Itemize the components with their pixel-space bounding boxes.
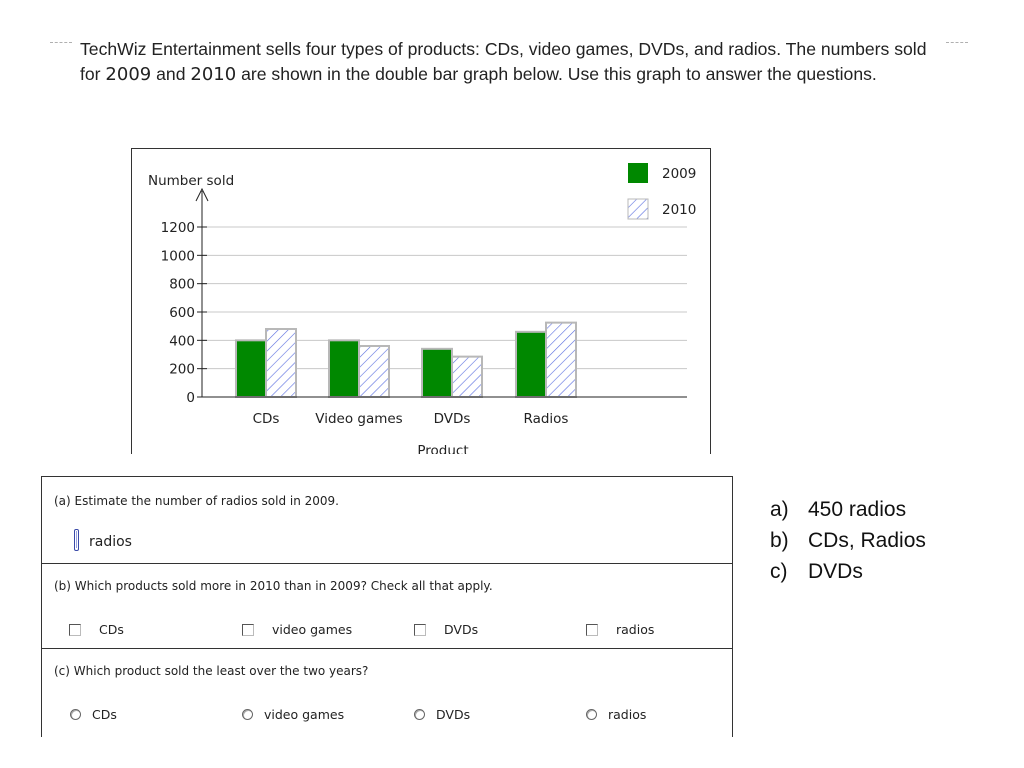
left-dash bbox=[50, 42, 72, 43]
checkbox-icon[interactable] bbox=[69, 623, 81, 636]
radio-icon[interactable] bbox=[586, 709, 597, 720]
bar-2009-radios bbox=[515, 330, 547, 398]
question-divider bbox=[42, 563, 732, 564]
option-label: DVDs bbox=[444, 622, 479, 637]
intro-text-2: are shown in the double bar graph below.… bbox=[236, 64, 877, 84]
question-panel: (a) Estimate the number of radios sold i… bbox=[41, 476, 733, 737]
y-tick-label: 200 bbox=[169, 362, 195, 378]
checkbox-icon[interactable] bbox=[586, 623, 598, 636]
x-tick-label: Radios bbox=[524, 411, 569, 427]
intro-and: and bbox=[151, 64, 191, 84]
intro-text-1: TechWiz Entertainment sells four types o… bbox=[80, 39, 927, 84]
radio-option-dvds[interactable]: DVDs bbox=[414, 707, 470, 722]
question-a-answer-input[interactable] bbox=[74, 529, 79, 551]
answer-key-mark: a) bbox=[770, 498, 789, 521]
x-tick-label: DVDs bbox=[434, 411, 471, 427]
intro-year-2009: 2009 bbox=[105, 64, 152, 85]
checkbox-icon[interactable] bbox=[242, 623, 254, 636]
option-label: radios bbox=[616, 622, 655, 637]
legend-label-2009: 2009 bbox=[662, 166, 696, 182]
intro-paragraph: TechWiz Entertainment sells four types o… bbox=[80, 37, 950, 87]
y-tick-label: 1000 bbox=[161, 248, 195, 264]
bar-2010-video-games bbox=[358, 345, 390, 398]
y-tick-label: 400 bbox=[169, 333, 195, 349]
option-label: video games bbox=[272, 622, 353, 637]
checkbox-option-video-games[interactable]: video games bbox=[242, 622, 352, 637]
y-tick-label: 0 bbox=[186, 390, 195, 406]
y-axis-label: Number sold bbox=[148, 173, 234, 189]
radio-icon[interactable] bbox=[414, 709, 425, 720]
checkbox-option-cds[interactable]: CDs bbox=[69, 622, 124, 637]
answer-key-item: b) CDs, Radios bbox=[770, 525, 926, 556]
bar-2009-dvds bbox=[421, 347, 453, 398]
x-tick-label: CDs bbox=[253, 411, 280, 427]
y-tick-label: 800 bbox=[169, 277, 195, 293]
checkbox-option-dvds[interactable]: DVDs bbox=[414, 622, 478, 637]
answer-key-mark: b) bbox=[770, 529, 789, 552]
checkbox-option-radios[interactable]: radios bbox=[586, 622, 654, 637]
option-label: CDs bbox=[92, 707, 117, 722]
legend-swatch-2009 bbox=[628, 163, 648, 183]
chart-svg: Number sold Product 0 200 400 600 800 1000 120… bbox=[148, 163, 696, 454]
bar-2009-video-games bbox=[328, 339, 360, 398]
legend-label-2010: 2010 bbox=[662, 202, 696, 218]
radio-icon[interactable] bbox=[242, 709, 253, 720]
answer-key-item: a) 450 radios bbox=[770, 494, 926, 525]
answer-key-text: CDs, Radios bbox=[808, 529, 926, 552]
bar-2010-dvds bbox=[451, 355, 483, 398]
question-a-prompt: (a) Estimate the number of radios sold i… bbox=[54, 494, 339, 508]
question-b-prompt: (b) Which products sold more in 2010 tha… bbox=[54, 579, 493, 593]
bar-2010-radios bbox=[545, 321, 577, 398]
x-tick-label: Video games bbox=[315, 411, 402, 427]
radio-icon[interactable] bbox=[70, 709, 81, 720]
question-c-prompt: (c) Which product sold the least over th… bbox=[54, 664, 369, 678]
checkbox-icon[interactable] bbox=[414, 623, 426, 636]
answer-key-mark: c) bbox=[770, 560, 788, 583]
y-tick-label: 1200 bbox=[161, 220, 195, 236]
answer-key-text: DVDs bbox=[808, 560, 863, 583]
question-divider bbox=[42, 648, 732, 649]
bar-2010-cds bbox=[265, 328, 297, 398]
option-label: radios bbox=[608, 707, 647, 722]
legend-swatch-2010 bbox=[627, 198, 649, 220]
bar-2009-cds bbox=[235, 339, 267, 398]
answer-key-text: 450 radios bbox=[808, 498, 907, 521]
answer-key-item: c) DVDs bbox=[770, 556, 926, 587]
option-label: video games bbox=[264, 707, 345, 722]
x-axis-label: Product bbox=[417, 443, 468, 454]
radio-option-video-games[interactable]: video games bbox=[242, 707, 344, 722]
question-a-unit: radios bbox=[89, 534, 132, 550]
y-tick-label: 600 bbox=[169, 305, 195, 321]
radio-option-radios[interactable]: radios bbox=[586, 707, 646, 722]
y-axis-arrow-icon bbox=[195, 187, 209, 202]
intro-year-2010: 2010 bbox=[190, 64, 237, 85]
option-label: CDs bbox=[99, 622, 124, 637]
answer-key: a) 450 radios b) CDs, Radios c) DVDs bbox=[770, 494, 926, 587]
option-label: DVDs bbox=[436, 707, 471, 722]
right-dash bbox=[946, 42, 968, 43]
radio-option-cds[interactable]: CDs bbox=[70, 707, 117, 722]
double-bar-graph: Number sold Product 0 200 400 600 800 1000 120… bbox=[131, 148, 711, 454]
